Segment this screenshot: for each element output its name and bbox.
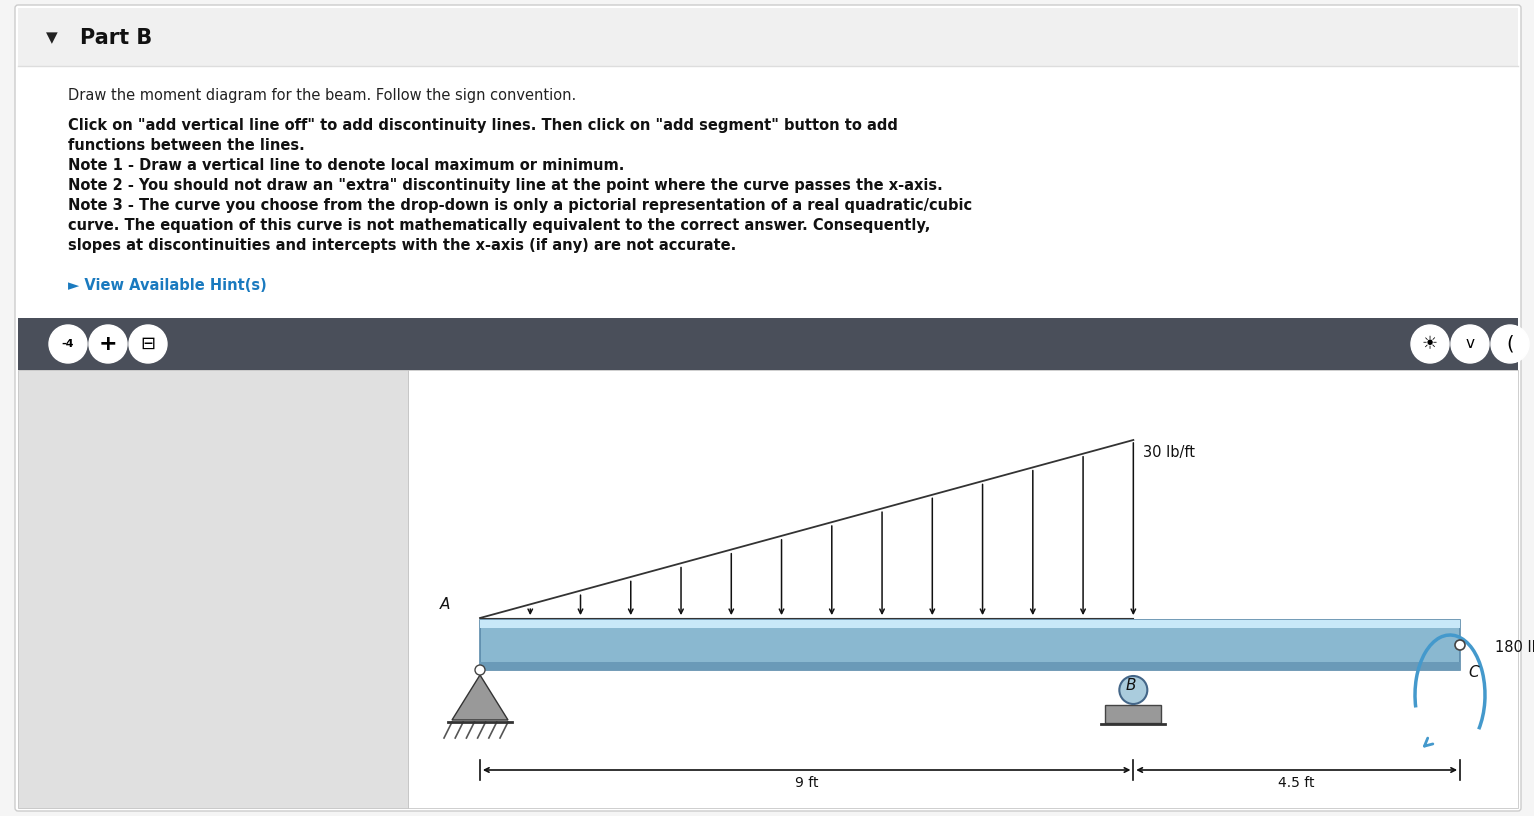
Text: 30 lb/ft: 30 lb/ft [1143,445,1195,460]
Bar [408,370,1519,808]
Circle shape [1491,325,1529,363]
Text: ► View Available Hint(s): ► View Available Hint(s) [67,278,267,293]
Text: -4: -4 [61,339,74,349]
Text: B: B [1126,678,1135,693]
Bar [480,662,1460,670]
Text: ☀: ☀ [1422,335,1437,353]
Text: C: C [1468,665,1479,680]
Bar [18,8,1519,66]
Circle shape [89,325,127,363]
Polygon shape [453,675,508,720]
Circle shape [1456,640,1465,650]
Text: v: v [1465,336,1474,352]
Text: Part B: Part B [80,28,152,48]
Text: functions between the lines.: functions between the lines. [67,138,305,153]
Text: Draw the moment diagram for the beam. Follow the sign convention.: Draw the moment diagram for the beam. Fo… [67,88,577,103]
Text: curve. The equation of this curve is not mathematically equivalent to the correc: curve. The equation of this curve is not… [67,218,931,233]
Circle shape [1411,325,1450,363]
Circle shape [1451,325,1490,363]
Text: slopes at discontinuities and intercepts with the x-axis (if any) are not accura: slopes at discontinuities and intercepts… [67,238,736,253]
Text: A: A [440,597,449,612]
Text: 9 ft: 9 ft [795,776,819,790]
Circle shape [476,665,485,675]
Text: (: ( [1506,335,1514,353]
Bar [18,370,408,808]
Text: 4.5 ft: 4.5 ft [1278,776,1315,790]
Circle shape [49,325,87,363]
Text: Note 3 - The curve you choose from the drop-down is only a pictorial representat: Note 3 - The curve you choose from the d… [67,198,973,213]
Bar [480,620,1460,628]
FancyBboxPatch shape [15,5,1522,811]
Text: 180 lb · ft: 180 lb · ft [1496,640,1534,655]
Text: Note 2 - You should not draw an "extra" discontinuity line at the point where th: Note 2 - You should not draw an "extra" … [67,178,943,193]
Bar [480,620,1460,670]
Circle shape [129,325,167,363]
Bar [18,318,1519,370]
Text: Note 1 - Draw a vertical line to denote local maximum or minimum.: Note 1 - Draw a vertical line to denote … [67,158,624,173]
Bar [1106,705,1161,723]
Circle shape [1120,676,1147,704]
Text: +: + [98,334,117,354]
Text: Click on "add vertical line off" to add discontinuity lines. Then click on "add : Click on "add vertical line off" to add … [67,118,897,133]
Text: ▼: ▼ [46,30,58,46]
Text: ⊟: ⊟ [141,335,155,353]
